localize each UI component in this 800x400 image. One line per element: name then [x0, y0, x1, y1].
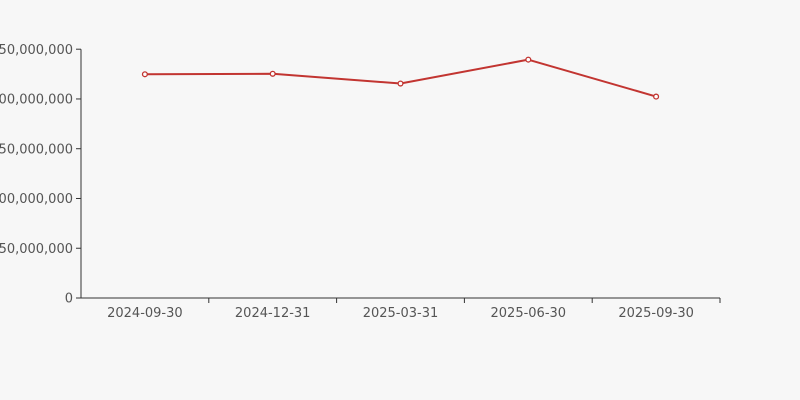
- axes: [80, 49, 720, 299]
- data-point-marker: [269, 70, 276, 77]
- x-tick-label: 2025-03-31: [363, 306, 439, 321]
- data-point-marker: [525, 56, 532, 63]
- axis-ticks: [76, 48, 721, 303]
- x-tick-label: 2024-09-30: [107, 306, 183, 321]
- y-tick-label: 100,000,000: [0, 192, 73, 207]
- data-point-marker: [653, 93, 660, 100]
- data-point-marker: [397, 80, 404, 87]
- data-series: [141, 56, 660, 100]
- x-tick-label: 2024-12-31: [235, 306, 311, 321]
- y-tick-label: 200,000,000: [0, 93, 73, 108]
- x-tick-label: 2025-09-30: [618, 306, 694, 321]
- axis-labels: 0 50,000,000 100,000,000 150,000,000 200,000…: [0, 43, 694, 321]
- y-tick-label: 50,000,000: [0, 242, 73, 257]
- y-tick-label: 250,000,000: [0, 43, 73, 58]
- x-tick-label: 2025-06-30: [491, 306, 567, 321]
- y-tick-label: 0: [65, 292, 73, 307]
- y-tick-label: 150,000,000: [0, 142, 73, 157]
- data-point-marker: [141, 71, 148, 78]
